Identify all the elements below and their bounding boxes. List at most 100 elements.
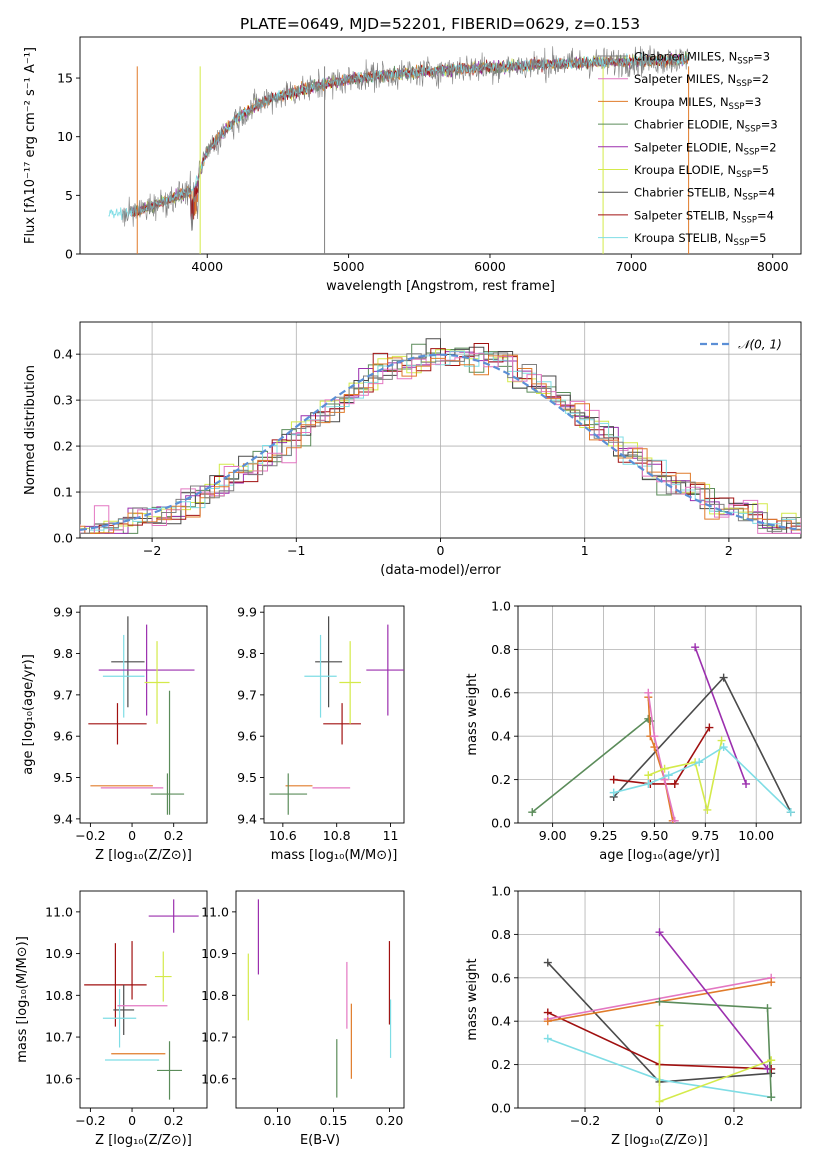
mass_vs_ebv-errorbars bbox=[247, 899, 392, 1098]
histogram-kroupa_stelib bbox=[80, 350, 801, 534]
weight-marker-kroupa_elodie bbox=[717, 736, 726, 745]
weight_vs_age-frame bbox=[517, 605, 802, 824]
weight-marker-kroupa_stelib bbox=[609, 788, 618, 797]
weight-marker-kroupa_elodie bbox=[644, 771, 653, 780]
y-tick-label: 10.6 bbox=[45, 1071, 73, 1086]
y-tick-label: 15 bbox=[57, 71, 73, 86]
x-axis-label: mass [log₁₀(M/M⊙)] bbox=[271, 848, 398, 863]
y-tick-label: 11.0 bbox=[45, 904, 73, 919]
normal-curve bbox=[80, 353, 801, 531]
y-tick-label: 0.4 bbox=[491, 1014, 511, 1029]
weight-marker-salpeter_miles bbox=[670, 816, 679, 823]
weight-line-kroupa_stelib bbox=[613, 745, 792, 813]
weight-line-salpeter_elodie bbox=[694, 646, 747, 785]
x-axis-label: wavelength [Angstrom, rest frame] bbox=[326, 279, 555, 294]
x-tick-label: 4000 bbox=[191, 259, 223, 274]
y-tick-label: 0.0 bbox=[491, 816, 511, 831]
age_vs_mass-errorbars bbox=[269, 616, 404, 815]
mass_vs_ebv-frame bbox=[235, 890, 405, 1109]
weight-line-kroupa_elodie bbox=[658, 1025, 772, 1103]
weight-marker-salpeter_elodie bbox=[655, 928, 664, 937]
weight-line-salpeter_miles bbox=[647, 692, 676, 821]
legend-entry-kroupa_miles: Kroupa MILES, NSSP=3 bbox=[634, 95, 761, 112]
x-tick-label: 0.2 bbox=[164, 828, 184, 843]
x-tick-label: 0 bbox=[128, 828, 136, 843]
weight-marker-kroupa_elodie bbox=[655, 1021, 664, 1030]
mass_vs_ebv-axes: 0.10 0.15 0.20 10.6 10.7 10.8 10.9 11.0 E(B-V) bbox=[201, 890, 405, 1148]
weight-line-kroupa_elodie bbox=[648, 740, 723, 811]
y-tick-label: 0.1 bbox=[53, 485, 73, 500]
age_vs_mass-axes: 10.6 10.8 11 9.4 9.5 9.6 9.7 9.8 9.9 mass [log₁₀(… bbox=[237, 605, 405, 863]
legend-entry-chabrier_miles: Chabrier MILES, NSSP=3 bbox=[634, 50, 770, 67]
mass_vs_Z-errorbars bbox=[84, 899, 199, 1100]
y-tick-label: 0.4 bbox=[491, 729, 511, 744]
age_vs_Z-axes: −0.2 0 0.2 9.4 9.5 9.6 9.7 9.8 9.9 Z [log₁₀(Z/Z⊙)… bbox=[21, 605, 208, 863]
x-tick-label: 0 bbox=[437, 543, 445, 558]
y-tick-label: 5 bbox=[65, 188, 73, 203]
weight_vs_age-lines bbox=[528, 643, 795, 823]
legend-entry-salpeter_elodie: Salpeter ELODIE, NSSP=2 bbox=[634, 140, 777, 157]
y-tick-label: 0.8 bbox=[491, 642, 511, 657]
y-axis-label: Flux [fλ10⁻¹⁷ erg cm⁻² s⁻¹ A⁻¹] bbox=[23, 47, 38, 244]
y-tick-label: 10.9 bbox=[45, 946, 73, 961]
y-tick-label: 9.5 bbox=[237, 770, 257, 785]
x-tick-label: 7000 bbox=[615, 259, 647, 274]
age_vs_mass-frame bbox=[263, 605, 405, 824]
y-axis-label: mass weight bbox=[465, 958, 480, 1040]
weight-marker-salpeter_miles bbox=[650, 732, 659, 741]
weight-marker-salpeter_elodie bbox=[763, 1064, 772, 1073]
weight-marker-chabrier_stelib bbox=[719, 673, 728, 682]
weight-line-salpeter_elodie bbox=[658, 931, 769, 1070]
spectrum-frame bbox=[79, 36, 802, 255]
legend-entry-normal: 𝒩(0, 1) bbox=[738, 338, 782, 352]
y-tick-label: 11.0 bbox=[201, 904, 229, 919]
weight-marker-salpeter_elodie bbox=[742, 779, 751, 788]
x-tick-label: 0.2 bbox=[164, 1113, 184, 1128]
y-tick-label: 9.8 bbox=[237, 646, 257, 661]
mass_vs_Z-frame bbox=[79, 890, 208, 1109]
y-axis-label: mass [log₁₀(M/M⊙)] bbox=[15, 936, 30, 1063]
y-tick-label: 10.6 bbox=[201, 1071, 229, 1086]
y-tick-label: 0.6 bbox=[491, 685, 511, 700]
x-tick-label: 9.25 bbox=[590, 828, 618, 843]
y-tick-label: 0.2 bbox=[53, 439, 73, 454]
x-tick-label: 8000 bbox=[757, 259, 789, 274]
x-tick-label: 9.50 bbox=[640, 828, 668, 843]
y-tick-label: 0.2 bbox=[491, 1057, 511, 1072]
weight_vs_Z-axes: −0.2 0 0.2 0.0 0.2 0.4 0.6 0.8 1.0 Z [log₁₀(Z/Z⊙)… bbox=[465, 884, 802, 1148]
weight-marker-kroupa_stelib bbox=[664, 771, 673, 780]
y-tick-label: 1.0 bbox=[491, 599, 511, 614]
x-tick-label: −2 bbox=[143, 543, 161, 558]
y-tick-label: 9.4 bbox=[53, 811, 73, 826]
weight-marker-kroupa_stelib bbox=[719, 743, 728, 752]
x-tick-label: 11 bbox=[383, 828, 399, 843]
y-tick-label: 0.6 bbox=[491, 970, 511, 985]
x-tick-label: 1 bbox=[581, 543, 589, 558]
weight-marker-chabrier_elodie bbox=[655, 997, 664, 1006]
weight-line-salpeter_stelib bbox=[613, 727, 711, 785]
x-tick-label: 9.00 bbox=[539, 828, 567, 843]
weight-marker-chabrier_elodie bbox=[767, 1093, 776, 1102]
legend-entry-salpeter_miles: Salpeter MILES, NSSP=2 bbox=[634, 72, 769, 89]
legend-entry-chabrier_stelib: Chabrier STELIB, NSSP=4 bbox=[634, 186, 775, 203]
y-tick-label: 10.7 bbox=[45, 1030, 73, 1045]
y-axis-label: age [log₁₀(age/yr)] bbox=[21, 654, 36, 775]
weight-marker-kroupa_stelib bbox=[644, 779, 653, 788]
y-axis-label: Normed distribution bbox=[23, 365, 38, 495]
weight-marker-salpeter_stelib bbox=[670, 779, 679, 788]
histogram-salpeter_stelib bbox=[80, 343, 801, 534]
y-axis-label: mass weight bbox=[465, 673, 480, 755]
y-tick-label: 9.6 bbox=[237, 729, 257, 744]
x-axis-label: age [log₁₀(age/yr)] bbox=[599, 848, 720, 863]
weight-marker-salpeter_elodie bbox=[691, 643, 700, 652]
y-tick-label: 0.4 bbox=[53, 347, 73, 362]
y-tick-label: 0 bbox=[65, 247, 73, 262]
y-tick-label: 1.0 bbox=[491, 884, 511, 899]
weight-marker-kroupa_stelib bbox=[543, 1034, 552, 1043]
y-tick-label: 10.9 bbox=[201, 946, 229, 961]
x-tick-label: 0.10 bbox=[264, 1113, 292, 1128]
x-axis-label: E(B-V) bbox=[300, 1133, 340, 1148]
y-tick-label: 9.8 bbox=[53, 646, 73, 661]
weight-marker-chabrier_elodie bbox=[763, 1004, 772, 1013]
